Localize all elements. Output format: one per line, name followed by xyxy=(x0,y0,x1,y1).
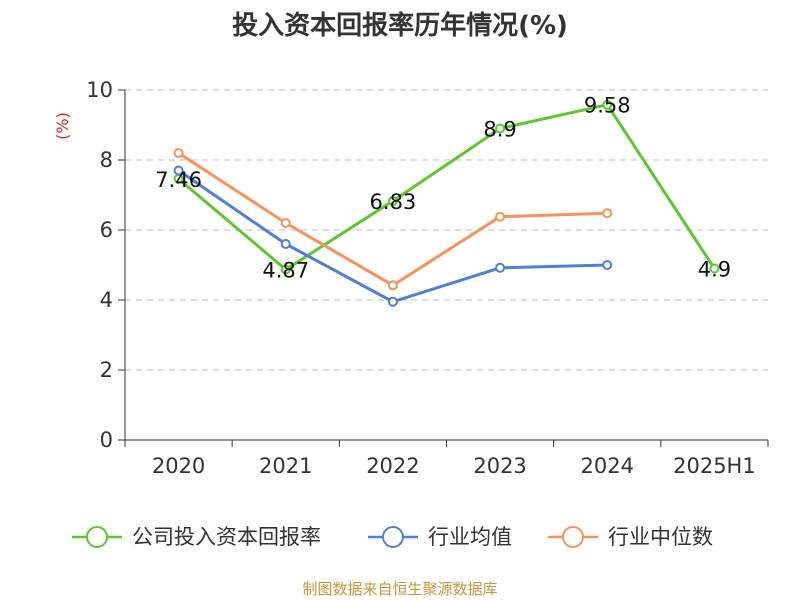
x-tick-label: 2020 xyxy=(152,454,205,478)
legend-item: 公司投入资本回报率 xyxy=(72,525,321,549)
series-0 xyxy=(173,99,720,275)
legend-marker xyxy=(86,526,108,548)
data-point xyxy=(495,211,506,222)
data-point xyxy=(387,296,398,307)
data-point xyxy=(602,260,613,270)
data-label: 9.58 xyxy=(584,94,631,118)
source-note: 制图数据来自恒生聚源数据库 xyxy=(302,580,497,598)
legend-label: 公司投入资本回报率 xyxy=(132,525,321,549)
data-point xyxy=(173,148,184,158)
x-tick-label: 2025H1 xyxy=(673,454,756,478)
data-label: 4.9 xyxy=(698,258,731,282)
data-point xyxy=(602,208,613,219)
legend-marker xyxy=(562,526,584,548)
series-lines xyxy=(173,99,720,307)
data-point xyxy=(173,165,184,176)
data-point xyxy=(495,123,506,134)
legend-marker xyxy=(382,526,404,548)
y-tick-label: 6 xyxy=(100,218,113,242)
data-label: 4.87 xyxy=(262,259,309,283)
y-tick-label: 2 xyxy=(100,358,113,382)
data-label: 6.83 xyxy=(370,190,417,214)
data-point xyxy=(387,280,398,291)
x-tick-label: 2024 xyxy=(581,454,634,478)
chart-title: 投入资本回报率历年情况(%) xyxy=(232,10,568,41)
x-tick-label: 2021 xyxy=(259,454,312,478)
legend-item: 行业均值 xyxy=(368,525,512,549)
y-tick-label: 0 xyxy=(100,428,113,452)
y-axis-unit: (%) xyxy=(53,112,72,140)
x-tick-label: 2023 xyxy=(473,454,526,478)
series-2 xyxy=(173,148,613,291)
data-point xyxy=(280,218,291,228)
data-label: 7.46 xyxy=(155,168,202,192)
series-line xyxy=(177,103,716,272)
data-point xyxy=(280,264,291,275)
data-labels: 7.46 4.87 6.83 8.9 9.58 4.9 xyxy=(155,94,731,283)
grid-lines xyxy=(125,89,768,371)
legend-item: 行业中位数 xyxy=(548,525,713,549)
data-point xyxy=(387,195,398,206)
data-point xyxy=(280,239,291,249)
series-1 xyxy=(173,165,613,307)
legend: 公司投入资本回报率 行业均值 行业中位数 xyxy=(72,525,713,549)
y-tick-label: 10 xyxy=(86,78,113,102)
data-point xyxy=(602,99,613,110)
y-tick-label: 4 xyxy=(100,288,113,312)
data-point xyxy=(709,263,720,274)
axes: 0 2 4 6 8 10 2020 2021 2022 2023 2024 2025H1 xyxy=(86,78,769,478)
legend-label: 行业中位数 xyxy=(608,525,713,549)
y-tick-label: 8 xyxy=(100,148,113,172)
x-tick-label: 2022 xyxy=(366,454,419,478)
legend-label: 行业均值 xyxy=(428,525,512,549)
data-point xyxy=(495,262,506,273)
data-label: 8.9 xyxy=(483,118,516,142)
